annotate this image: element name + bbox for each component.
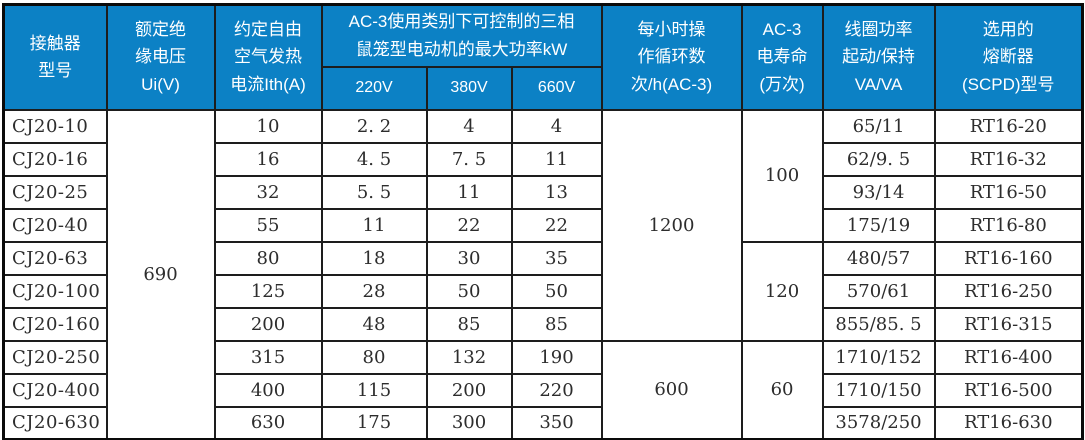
thermal-current-cell: 16 [213,141,323,177]
power-660v-cell: 220 [510,372,603,408]
model-cell: CJ20-100 [2,273,108,309]
thermal-current-cell: 10 [213,108,323,144]
power-380v-cell: 22 [425,207,513,243]
thermal-current-cell: 630 [213,405,323,440]
fuse-cell: RT16-250 [933,273,1084,309]
power-380v-cell: 50 [425,273,513,309]
power-660v-cell: 35 [510,240,603,276]
thermal-current-cell: 200 [213,306,323,342]
power-220v-cell: 18 [320,240,428,276]
model-cell: CJ20-400 [2,372,108,408]
power-380v-cell: 200 [425,372,513,408]
power-220v-cell: 5. 5 [320,174,428,210]
power-220v-cell: 175 [320,405,428,440]
power-220v-cell: 28 [320,273,428,309]
model-cell: CJ20-250 [2,339,108,375]
fuse-cell: RT16-80 [933,207,1084,243]
power-380v-cell: 7. 5 [425,141,513,177]
thermal-current-cell: 315 [213,339,323,375]
coil-power-cell: 65/11 [821,108,936,144]
fuse-cell: RT16-400 [933,339,1084,375]
thermal-current-cell: 125 [213,273,323,309]
table-row: CJ20-100 125 28 50 50 570/61 RT16-250 [2,273,1084,309]
table-row: CJ20-630 630 175 300 350 3578/250 RT16-6… [2,405,1084,440]
power-660v-cell: 22 [510,207,603,243]
model-cell: CJ20-40 [2,207,108,243]
power-380v-cell: 30 [425,240,513,276]
power-660v-cell: 11 [510,141,603,177]
model-cell: CJ20-16 [2,141,108,177]
header-660v: 660V [510,65,603,111]
header-cycles-per-hour: 每小时操 作循环数 次/h(AC-3) [600,3,743,111]
table-row: CJ20-40 55 11 22 22 175/19 RT16-80 [2,207,1084,243]
model-cell: CJ20-630 [2,405,108,440]
coil-power-cell: 175/19 [821,207,936,243]
power-380v-cell: 11 [425,174,513,210]
fuse-cell: RT16-50 [933,174,1084,210]
coil-power-cell: 855/85. 5 [821,306,936,342]
fuse-cell: RT16-32 [933,141,1084,177]
table-row: CJ20-63 80 18 30 35 120 480/57 RT16-160 [2,240,1084,342]
header-insulation-voltage: 额定绝 缘电压 Ui(V) [105,3,216,111]
table-row: CJ20-10 690 10 2. 2 4 4 1200 100 65/11 R… [2,108,1084,440]
model-cell: CJ20-63 [2,240,108,276]
power-220v-cell: 11 [320,207,428,243]
coil-power-cell: 1710/152 [821,339,936,375]
table-row: CJ20-16 16 4. 5 7. 5 11 62/9. 5 RT16-32 [2,141,1084,177]
coil-power-cell: 3578/250 [821,405,936,440]
power-220v-cell: 115 [320,372,428,408]
header-coil-power: 线圈功率 起动/保持 VA/VA [821,3,936,111]
power-380v-cell: 300 [425,405,513,440]
power-220v-cell: 2. 2 [320,108,428,144]
cycles-cell: 1200 [600,108,743,342]
thermal-current-cell: 80 [213,240,323,276]
fuse-cell: RT16-500 [933,372,1084,408]
power-660v-cell: 13 [510,174,603,210]
contactor-spec-table: 接触器 型号 额定绝 缘电压 Ui(V) 约定自由 空气发热 电流Ith(A) … [2,3,1085,440]
coil-power-cell: 93/14 [821,174,936,210]
electrical-life-cell: 120 [740,240,824,342]
table-row: CJ20-250 315 80 132 190 600 60 1710/152 … [2,339,1084,440]
power-380v-cell: 4 [425,108,513,144]
power-660v-cell: 85 [510,306,603,342]
header-fuse-type: 选用的 熔断器 (SCPD)型号 [933,3,1084,111]
electrical-life-cell: 60 [740,339,824,440]
power-380v-cell: 85 [425,306,513,342]
coil-power-cell: 1710/150 [821,372,936,408]
header-220v: 220V [320,65,428,111]
model-cell: CJ20-160 [2,306,108,342]
thermal-current-cell: 55 [213,207,323,243]
fuse-cell: RT16-630 [933,405,1084,440]
power-220v-cell: 4. 5 [320,141,428,177]
table-row: CJ20-160 200 48 85 85 855/85. 5 RT16-315 [2,306,1084,342]
model-cell: CJ20-10 [2,108,108,144]
table-row: CJ20-25 32 5. 5 11 13 93/14 RT16-50 [2,174,1084,210]
power-660v-cell: 350 [510,405,603,440]
header-thermal-current: 约定自由 空气发热 电流Ith(A) [213,3,323,111]
header-ac3-power-group: AC-3使用类别下可控制的三相 鼠笼型电动机的最大功率kW [320,3,603,68]
power-220v-cell: 80 [320,339,428,375]
thermal-current-cell: 32 [213,174,323,210]
header-380v: 380V [425,65,513,111]
electrical-life-cell: 100 [740,108,824,243]
power-380v-cell: 132 [425,339,513,375]
insulation-voltage-cell: 690 [105,108,216,440]
coil-power-cell: 62/9. 5 [821,141,936,177]
fuse-cell: RT16-160 [933,240,1084,276]
coil-power-cell: 480/57 [821,240,936,276]
power-660v-cell: 50 [510,273,603,309]
coil-power-cell: 570/61 [821,273,936,309]
power-220v-cell: 48 [320,306,428,342]
model-cell: CJ20-25 [2,174,108,210]
cycles-cell: 600 [600,339,743,440]
fuse-cell: RT16-20 [933,108,1084,144]
power-660v-cell: 4 [510,108,603,144]
table-row: CJ20-400 400 115 200 220 1710/150 RT16-5… [2,372,1084,408]
header-electrical-life: AC-3 电寿命 (万次) [740,3,824,111]
power-660v-cell: 190 [510,339,603,375]
fuse-cell: RT16-315 [933,306,1084,342]
header-model: 接触器 型号 [2,3,108,111]
thermal-current-cell: 400 [213,372,323,408]
